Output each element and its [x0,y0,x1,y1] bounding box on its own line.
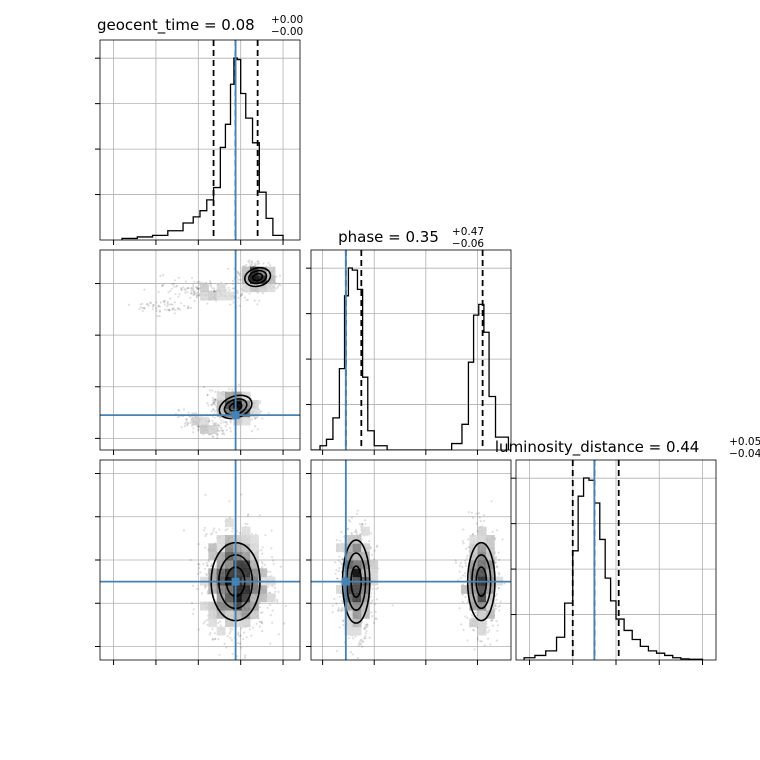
title-param-name: luminosity_distance [495,438,644,457]
title-geocent_time: geocent_time = 0.08 +0.00−0.00 [97,14,303,38]
title-main: geocent_time = 0.08 [97,16,255,35]
title-plus: +0.05 [729,436,760,448]
title-plus: +0.00 [271,14,303,26]
truth-marker [341,577,350,586]
hist-panel-luminosity_distance [511,459,717,665]
panel-geocent_time-vs-phase [95,249,301,455]
panel-frame [99,39,301,241]
title-median: 0.44 [666,438,699,456]
title-median: 0.35 [405,228,438,246]
title-main: luminosity_distance = 0.44 [495,438,699,457]
title-phase: phase = 0.35 +0.47−0.06 [338,226,484,250]
panel-frame [310,249,512,451]
title-plus: +0.47 [452,226,484,238]
hist-panel-phase [306,249,512,455]
title-minus: −0.04 [729,448,760,460]
title-minus: −0.06 [452,238,484,250]
title-main: phase = 0.35 [338,228,439,246]
panel-geocent_time-vs-luminosity_distance [95,459,301,665]
histogram-step [311,267,510,450]
grid-lines [311,250,511,450]
title-median: 0.08 [221,16,254,34]
truth-marker [231,411,240,420]
hist-panel-geocent_time [95,39,301,245]
title-param-name: geocent_time [97,16,199,35]
panel-phase-vs-luminosity_distance [306,459,512,665]
title-minus: −0.00 [271,26,303,38]
histogram-step [121,57,284,240]
panel-frame [99,249,301,451]
histogram-step [523,477,704,660]
title-luminosity_distance: luminosity_distance = 0.44 +0.05−0.04 [495,436,760,460]
truth-marker [231,577,240,586]
title-param-name: phase [338,228,383,246]
